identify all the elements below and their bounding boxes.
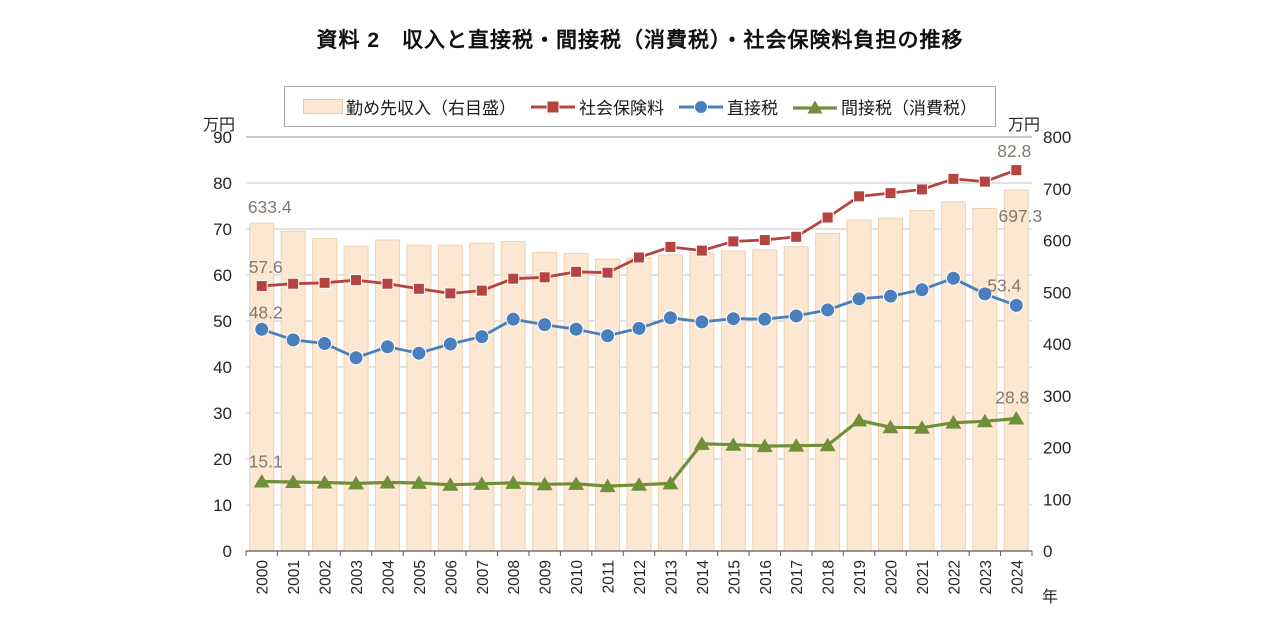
- svg-text:697.3: 697.3: [998, 206, 1042, 226]
- svg-text:800: 800: [1043, 128, 1071, 147]
- svg-text:100: 100: [1043, 490, 1071, 509]
- svg-text:2007: 2007: [475, 560, 492, 594]
- svg-text:57.6: 57.6: [249, 257, 283, 277]
- svg-text:633.4: 633.4: [248, 197, 292, 217]
- legend-item-label: 間接税（消費税）: [841, 99, 977, 118]
- circle-marker-swatch: [679, 99, 723, 114]
- triangle-marker-swatch: [793, 100, 837, 113]
- svg-text:2012: 2012: [632, 560, 649, 594]
- svg-text:40: 40: [213, 358, 232, 377]
- svg-text:60: 60: [213, 266, 232, 285]
- svg-text:2009: 2009: [538, 560, 555, 594]
- legend-item-triangle: 間接税（消費税）: [792, 94, 977, 119]
- svg-text:53.4: 53.4: [987, 275, 1021, 295]
- x-axis-unit-label: 年: [1042, 589, 1059, 606]
- chart-legend: 勤め先収入（右目盛） 社会保険料 直接税 間接税（消費税）: [284, 86, 996, 127]
- legend-item-square: 社会保険料: [530, 94, 664, 119]
- legend-item-label: 勤め先収入（右目盛）: [346, 99, 516, 118]
- svg-text:2004: 2004: [380, 560, 397, 595]
- svg-text:2016: 2016: [758, 560, 775, 594]
- svg-text:0: 0: [223, 542, 232, 561]
- svg-text:2024: 2024: [1009, 560, 1026, 595]
- chart-title: 資料 2 収入と直接税・間接税（消費税）・社会保険料負担の推移: [316, 29, 964, 52]
- svg-text:300: 300: [1043, 387, 1071, 406]
- svg-text:2015: 2015: [726, 560, 743, 594]
- svg-text:2020: 2020: [884, 560, 901, 595]
- svg-text:48.2: 48.2: [249, 302, 283, 322]
- left-axis-unit-label: 万円: [203, 117, 236, 134]
- svg-text:2021: 2021: [915, 560, 932, 594]
- svg-text:2005: 2005: [412, 560, 429, 594]
- svg-text:2014: 2014: [695, 560, 712, 595]
- legend-item-label: 社会保険料: [579, 99, 664, 118]
- svg-text:15.1: 15.1: [249, 452, 283, 472]
- square-marker-swatch: [531, 100, 575, 113]
- svg-text:20: 20: [213, 450, 232, 469]
- right-axis-unit-label: 万円: [1008, 117, 1041, 134]
- income-bar-swatch: [303, 99, 343, 114]
- svg-text:2019: 2019: [852, 560, 869, 594]
- svg-text:10: 10: [213, 496, 232, 515]
- legend-item-bar: 勤め先収入（右目盛）: [303, 94, 516, 119]
- legend-item-circle: 直接税: [678, 94, 778, 119]
- svg-text:400: 400: [1043, 335, 1071, 354]
- svg-text:2013: 2013: [663, 560, 680, 594]
- svg-text:200: 200: [1043, 439, 1071, 458]
- svg-text:500: 500: [1043, 283, 1071, 302]
- svg-text:82.8: 82.8: [997, 141, 1031, 161]
- svg-text:2010: 2010: [569, 560, 586, 595]
- svg-text:2018: 2018: [821, 560, 838, 594]
- svg-text:2008: 2008: [506, 560, 523, 594]
- svg-text:30: 30: [213, 404, 232, 423]
- svg-text:2003: 2003: [349, 560, 366, 594]
- svg-text:2023: 2023: [978, 560, 995, 594]
- svg-text:600: 600: [1043, 232, 1071, 251]
- svg-text:2011: 2011: [601, 560, 618, 593]
- svg-text:2002: 2002: [318, 560, 335, 594]
- svg-text:70: 70: [213, 220, 232, 239]
- svg-text:700: 700: [1043, 180, 1071, 199]
- svg-text:2001: 2001: [286, 560, 303, 594]
- svg-text:80: 80: [213, 174, 232, 193]
- svg-text:2006: 2006: [443, 560, 460, 594]
- legend-item-label: 直接税: [727, 99, 778, 118]
- svg-text:2017: 2017: [789, 560, 806, 594]
- svg-text:90: 90: [213, 128, 232, 147]
- svg-text:0: 0: [1043, 542, 1052, 561]
- svg-text:2022: 2022: [946, 560, 963, 594]
- svg-text:28.8: 28.8: [995, 388, 1029, 408]
- svg-text:50: 50: [213, 312, 232, 331]
- svg-text:2000: 2000: [255, 560, 272, 595]
